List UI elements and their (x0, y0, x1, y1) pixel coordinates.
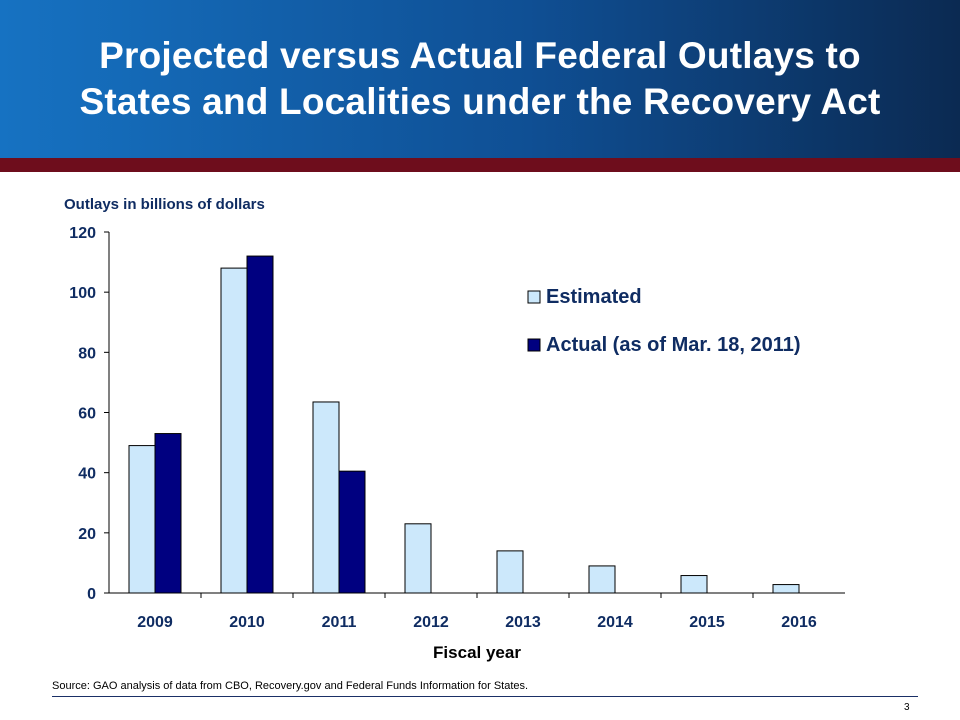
footer-divider (52, 696, 918, 697)
chart-area: Outlays in billions of dollars 0 20 40 60 80… (0, 172, 960, 672)
bar-estimated (128, 445, 156, 594)
y-tick-label: 100 (69, 285, 96, 302)
bar-estimated (404, 523, 432, 594)
y-axis-title: Outlays in billions of dollars (64, 196, 265, 213)
bar-chart: Outlays in billions of dollars 0 20 40 60 80… (64, 196, 845, 662)
bar-actual (154, 433, 182, 594)
x-tick-label: 2009 (137, 614, 173, 631)
legend-label-actual: Actual (as of Mar. 18, 2011) (546, 334, 801, 356)
y-tick-label: 20 (78, 526, 96, 543)
bar-estimated (220, 267, 248, 594)
x-tick-label: 2013 (505, 614, 541, 631)
y-tick-label: 0 (87, 586, 96, 603)
legend-label-estimated: Estimated (546, 286, 642, 308)
bar-actual (338, 470, 366, 594)
x-tick-label: 2011 (322, 614, 357, 631)
legend-swatch-actual (527, 338, 541, 352)
bar-actual (246, 255, 274, 594)
bar-estimated (496, 550, 524, 594)
bar-estimated (588, 565, 616, 594)
slide-title-line2: States and Localities under the Recovery… (79, 81, 881, 122)
x-tick-label: 2014 (597, 614, 633, 631)
bar-estimated (772, 584, 800, 594)
slide-title: Projected versus Actual Federal Outlays … (79, 33, 880, 125)
source-note: Source: GAO analysis of data from CBO, R… (52, 680, 529, 692)
x-tick-label: 2010 (229, 614, 265, 631)
page-number: 3 (904, 702, 910, 713)
y-tick-label: 60 (78, 406, 96, 423)
title-bar: Projected versus Actual Federal Outlays … (0, 0, 960, 158)
y-tick-label: 80 (78, 345, 96, 362)
slide-title-line1: Projected versus Actual Federal Outlays … (99, 35, 861, 76)
bar-estimated (312, 401, 340, 594)
title-stripe (0, 158, 960, 172)
x-tick-label: 2015 (689, 614, 725, 631)
legend: Estimated Actual (as of Mar. 18, 2011) (527, 286, 801, 356)
y-tick-label: 120 (69, 225, 96, 242)
x-tick-label: 2016 (781, 614, 817, 631)
y-tick-label: 40 (78, 466, 96, 483)
bar-estimated (680, 575, 708, 594)
legend-swatch-estimated (527, 290, 541, 304)
x-axis-title: Fiscal year (433, 643, 521, 662)
x-tick-label: 2012 (413, 614, 449, 631)
